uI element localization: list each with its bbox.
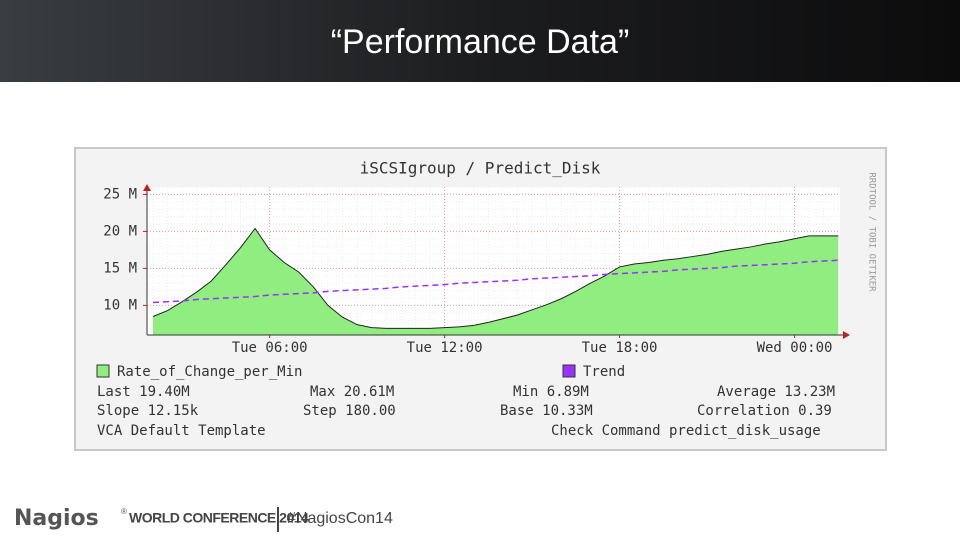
legend-stat: Max 20.61M xyxy=(310,384,394,400)
legend-stat: Min 6.89M xyxy=(513,384,589,400)
x-tick-label: Tue 12:00 xyxy=(407,340,483,356)
y-tick-label: 25 M xyxy=(103,186,137,202)
trend-line xyxy=(152,259,839,304)
x-tick-label: Tue 18:00 xyxy=(582,340,658,356)
legend-stat: Slope 12.15k xyxy=(97,403,199,419)
legend-stat: Base 10.33M xyxy=(500,403,593,419)
plot xyxy=(147,186,840,336)
legend-stat: Step 180.00 xyxy=(303,403,396,419)
y-tick-label: 10 M xyxy=(103,297,137,313)
legend-swatch xyxy=(96,364,110,378)
legend-label: Trend xyxy=(583,364,625,380)
legend-label: Rate_of_Change_per_Min xyxy=(117,364,302,380)
axis-arrow xyxy=(843,331,850,339)
x-tick-label: Wed 00:00 xyxy=(757,340,833,356)
watermark: RRDTOOL / TOBI OETIKER xyxy=(867,172,877,292)
legend-stat: VCA Default Template xyxy=(97,423,266,439)
legend-stat: Correlation 0.39 xyxy=(697,403,832,419)
y-tick-label: 20 M xyxy=(103,223,137,239)
footer-registered: ® xyxy=(121,507,127,516)
area-outline xyxy=(152,227,839,329)
slide-title: “Performance Data” xyxy=(331,23,630,61)
footer-event: WORLD CONFERENCE 2014 xyxy=(129,510,309,526)
title-bar xyxy=(0,0,960,82)
footer-hashtag: #NagiosCon14 xyxy=(287,510,393,527)
legend-stat: Check Command predict_disk_usage xyxy=(551,423,821,439)
legend-stat: Average 13.23M xyxy=(717,384,835,400)
axis-arrow xyxy=(143,184,151,191)
x-tick-label: Tue 06:00 xyxy=(232,340,308,356)
area xyxy=(153,228,839,335)
y-tick-label: 15 M xyxy=(103,260,137,276)
chart-title: iSCSIgroup / Predict_Disk xyxy=(360,159,601,178)
legend-swatch xyxy=(562,364,576,378)
legend-stat: Last 19.40M xyxy=(97,384,190,400)
footer-brand: Nagios xyxy=(14,506,99,531)
